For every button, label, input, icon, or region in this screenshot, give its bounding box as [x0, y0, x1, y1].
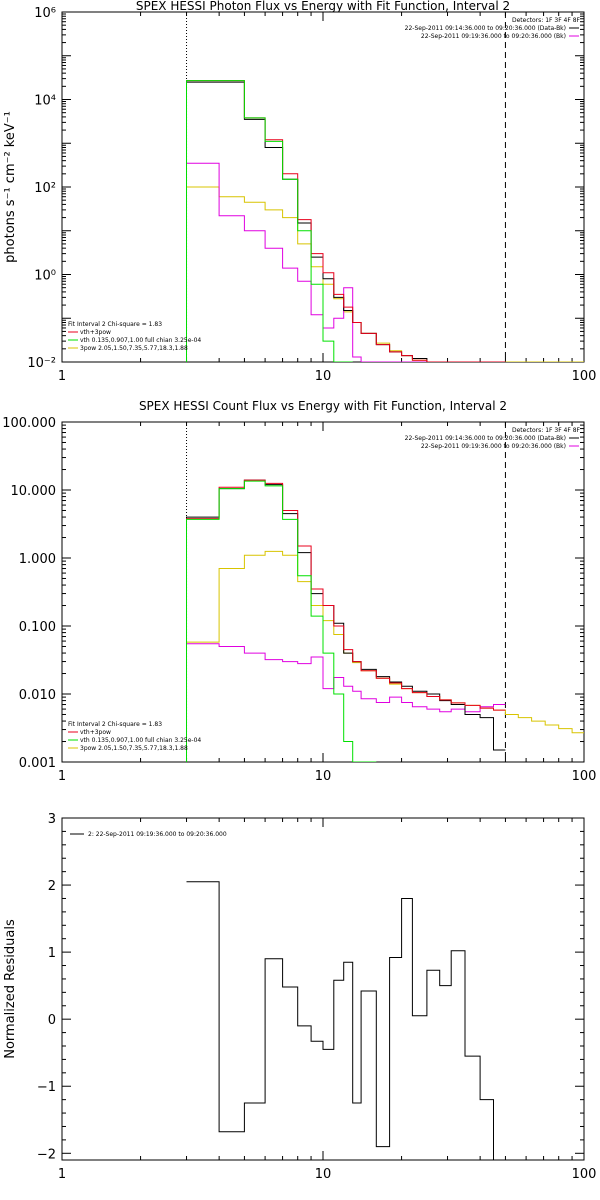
y-tick-label: 10.000	[11, 484, 57, 499]
x-tick-label: 1	[58, 769, 66, 784]
y-axis-label: photons s⁻¹ cm⁻² keV⁻¹	[3, 111, 18, 263]
y-axis: 0.001 0.010 0.100 1.000 10.000 100.000	[2, 416, 584, 771]
series-line-black	[186, 479, 506, 762]
legend-title: Detectors: 1F 3F 4F 8F	[512, 17, 581, 24]
series-line-red	[186, 479, 506, 762]
x-tick-label: 10	[315, 1167, 332, 1182]
chart-title: SPEX HESSI Count Flux vs Energy with Fit…	[139, 399, 507, 413]
x-tick-label: 1	[58, 1167, 66, 1182]
y-tick-label: 3	[48, 812, 56, 827]
series-line-yellow	[186, 550, 584, 762]
y-tick-label: 0.100	[19, 620, 56, 635]
y-axis-label: Normalized Residuals	[3, 919, 18, 1059]
legend-entry-label: vth 0.135,0.907,1.00 full chian 3.25e-04	[80, 737, 201, 744]
y-tick-label: 10⁻²	[27, 356, 56, 371]
y-tick-label: −2	[37, 1147, 56, 1162]
series-group	[186, 881, 506, 1160]
chart-panel-1: SPEX HESSI Photon Flux vs Energy with Fi…	[3, 0, 596, 384]
legend-bottom: Fit Interval 2 Chi-square = 1.83vth+3pow…	[68, 321, 201, 352]
chart-title: SPEX HESSI Photon Flux vs Energy with Fi…	[136, 0, 510, 13]
series-line-red	[186, 80, 506, 362]
series-line-magenta	[186, 643, 506, 762]
y-tick-label: 1.000	[19, 552, 56, 567]
legend-entry-label: vth+3pow	[80, 729, 111, 736]
y-tick-label: 0.001	[19, 756, 56, 771]
y-tick-label: 10⁰	[34, 269, 56, 284]
y-tick-label: 0	[48, 1013, 56, 1028]
series-line-green	[186, 80, 353, 362]
legend-entry-label: vth+3pow	[80, 329, 111, 336]
x-tick-label: 100	[572, 769, 597, 784]
x-axis: 1 10 100	[58, 12, 597, 384]
legend-entry-label: 3pow 2.05,1.50,7.35,5.77,18.3,1.88	[80, 345, 188, 352]
plot-frame	[61, 817, 585, 1161]
x-tick-label: 1	[58, 369, 66, 384]
legend-entry-label: vth 0.135,0.907,1.00 full chian 3.25e-04	[80, 337, 201, 344]
legend-entry-label: 3pow 2.05,1.50,7.35,5.77,18.3,1.88	[80, 745, 188, 752]
legend-bottom: Fit Interval 2 Chi-square = 1.83vth+3pow…	[68, 721, 201, 752]
series-line-green	[186, 480, 377, 762]
x-axis: 1 10 100	[58, 818, 597, 1182]
series-group	[186, 479, 584, 762]
legend-title: Detectors: 1F 3F 4F 8F	[512, 427, 581, 434]
y-tick-label: 10⁶	[34, 6, 56, 21]
x-tick-label: 10	[315, 769, 332, 784]
y-tick-label: 2	[48, 879, 56, 894]
x-tick-label: 10	[315, 369, 332, 384]
y-axis: 10⁻² 10⁰ 10² 10⁴ 10⁶	[27, 6, 584, 371]
legend-entry-label: 2: 22-Sep-2011 09:19:36.000 to 09:20:36.…	[88, 831, 227, 838]
series-line-yellow	[186, 186, 584, 362]
x-tick-label: 100	[572, 369, 597, 384]
x-axis: 1 10 100	[58, 422, 597, 784]
y-tick-label: −1	[37, 1080, 56, 1095]
legend-entry-label: 22-Sep-2011 09:14:36.000 to 09:20:36.000…	[405, 25, 566, 32]
y-axis: −2 −1 0 1 2 3	[37, 812, 584, 1162]
series-line-black	[186, 81, 506, 362]
y-tick-label: 10²	[34, 181, 56, 196]
x-tick-label: 100	[572, 1167, 597, 1182]
series-line-magenta	[186, 162, 506, 362]
legend-entry-label: 22-Sep-2011 09:19:36.000 to 09:20:36.000…	[421, 443, 566, 450]
series-line-black	[186, 881, 506, 1160]
y-tick-label: 100.000	[2, 416, 56, 431]
legend-entry-label: 22-Sep-2011 09:19:36.000 to 09:20:36.000…	[421, 33, 566, 40]
chart-panel-3: 1 10 100 −2 −1 0 1 2 3 Normalized Residuals 2: 22-…	[3, 812, 596, 1182]
y-tick-label: 1	[48, 946, 56, 961]
y-tick-label: 0.010	[19, 688, 56, 703]
y-tick-label: 10⁴	[34, 94, 56, 109]
chart-panel-2: SPEX HESSI Count Flux vs Energy with Fit…	[2, 399, 596, 784]
legend-title: Fit Interval 2 Chi-square = 1.83	[68, 321, 162, 328]
legend-top: 2: 22-Sep-2011 09:19:36.000 to 09:20:36.…	[70, 831, 227, 838]
series-group	[186, 80, 584, 362]
legend-title: Fit Interval 2 Chi-square = 1.83	[68, 721, 162, 728]
legend-entry-label: 22-Sep-2011 09:14:36.000 to 09:20:36.000…	[405, 435, 566, 442]
